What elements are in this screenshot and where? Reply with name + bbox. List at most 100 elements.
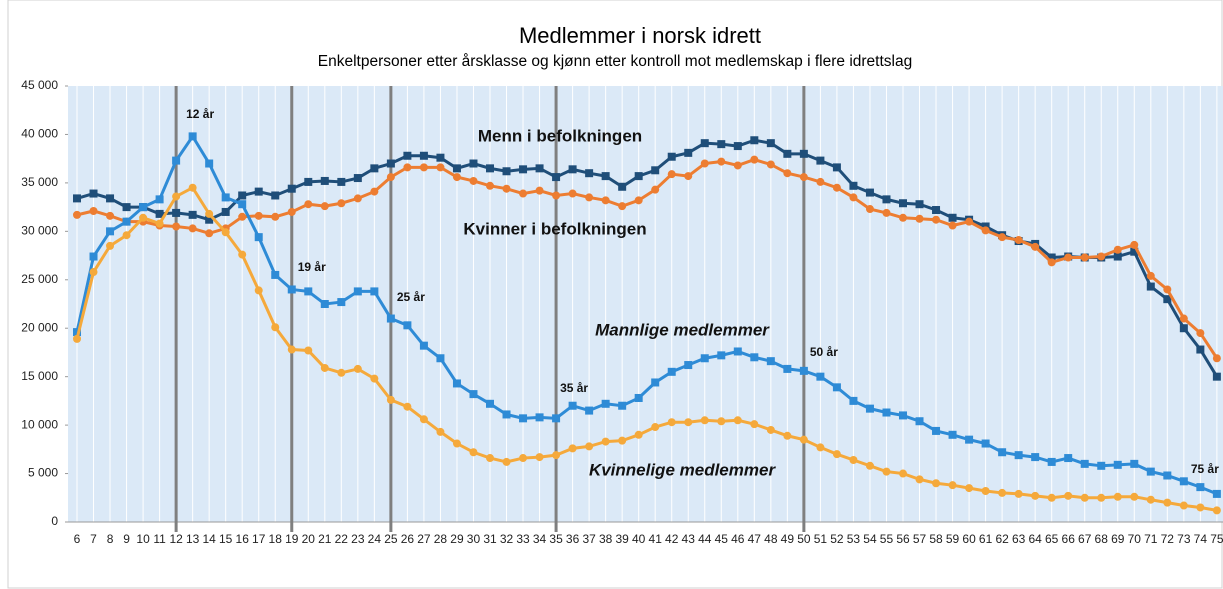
marker bbox=[205, 215, 214, 224]
marker bbox=[568, 444, 577, 453]
marker bbox=[849, 181, 858, 190]
marker bbox=[436, 427, 445, 436]
marker bbox=[271, 191, 280, 200]
marker bbox=[1146, 467, 1155, 476]
marker bbox=[585, 193, 594, 202]
marker bbox=[1031, 491, 1040, 500]
marker bbox=[766, 357, 775, 366]
marker bbox=[882, 467, 891, 476]
marker bbox=[155, 195, 164, 204]
marker bbox=[287, 207, 296, 216]
x-tick-label: 68 bbox=[1095, 532, 1109, 546]
x-tick-label: 42 bbox=[665, 532, 679, 546]
marker bbox=[1080, 459, 1089, 468]
marker bbox=[1196, 483, 1205, 492]
marker bbox=[865, 205, 874, 214]
marker bbox=[502, 410, 511, 419]
marker bbox=[634, 430, 643, 439]
marker bbox=[73, 210, 81, 219]
marker bbox=[89, 206, 98, 215]
marker bbox=[634, 196, 643, 205]
marker bbox=[452, 439, 461, 448]
marker bbox=[766, 425, 775, 434]
x-tick-label: 55 bbox=[880, 532, 894, 546]
marker bbox=[436, 163, 445, 172]
x-tick-label: 58 bbox=[929, 532, 943, 546]
marker bbox=[519, 189, 528, 198]
marker bbox=[205, 159, 214, 168]
y-tick-label: 35 000 bbox=[21, 175, 58, 189]
marker bbox=[386, 159, 395, 168]
x-tick-label: 36 bbox=[566, 532, 580, 546]
marker bbox=[1097, 252, 1106, 261]
x-tick-label: 13 bbox=[186, 532, 200, 546]
marker bbox=[106, 194, 115, 203]
x-tick-label: 53 bbox=[847, 532, 861, 546]
marker bbox=[1196, 329, 1205, 338]
marker bbox=[981, 226, 990, 235]
marker bbox=[700, 416, 709, 425]
marker bbox=[452, 164, 461, 173]
marker bbox=[667, 152, 676, 161]
marker bbox=[700, 159, 709, 168]
x-tick-label: 12 bbox=[169, 532, 183, 546]
marker bbox=[766, 160, 775, 169]
x-tick-label: 46 bbox=[731, 532, 745, 546]
marker bbox=[1163, 471, 1172, 480]
x-tick-label: 52 bbox=[830, 532, 844, 546]
marker bbox=[535, 413, 544, 422]
marker bbox=[139, 213, 148, 222]
x-tick-label: 23 bbox=[351, 532, 365, 546]
marker bbox=[1146, 271, 1155, 280]
marker bbox=[585, 406, 594, 415]
marker bbox=[139, 203, 148, 212]
marker bbox=[205, 229, 214, 238]
marker bbox=[932, 215, 941, 224]
marker bbox=[651, 166, 660, 175]
marker bbox=[634, 393, 643, 402]
marker bbox=[436, 153, 445, 162]
x-tick-label: 63 bbox=[1012, 532, 1026, 546]
marker bbox=[981, 486, 990, 495]
x-tick-label: 60 bbox=[962, 532, 976, 546]
marker bbox=[799, 173, 808, 182]
marker bbox=[1064, 491, 1073, 500]
marker bbox=[188, 183, 197, 192]
marker bbox=[370, 164, 379, 173]
marker bbox=[1047, 253, 1056, 262]
y-tick-label: 20 000 bbox=[21, 320, 58, 334]
marker bbox=[1014, 451, 1023, 460]
x-tick-label: 43 bbox=[682, 532, 696, 546]
marker bbox=[519, 165, 528, 174]
marker bbox=[552, 191, 561, 200]
annotation: 25 år bbox=[397, 290, 425, 304]
marker bbox=[1080, 253, 1089, 262]
marker bbox=[733, 416, 742, 425]
x-tick-label: 73 bbox=[1177, 532, 1191, 546]
x-tick-label: 74 bbox=[1194, 532, 1208, 546]
marker bbox=[1179, 501, 1188, 510]
y-tick-label: 30 000 bbox=[21, 224, 58, 238]
marker bbox=[1179, 477, 1188, 486]
marker bbox=[651, 423, 660, 432]
marker bbox=[320, 363, 329, 372]
series-label: Kvinner i befolkningen bbox=[463, 219, 646, 238]
marker bbox=[469, 448, 478, 457]
x-tick-label: 33 bbox=[516, 532, 530, 546]
marker bbox=[1080, 493, 1089, 502]
marker bbox=[700, 139, 709, 148]
marker bbox=[386, 314, 395, 323]
marker bbox=[1064, 454, 1073, 463]
marker bbox=[535, 186, 544, 195]
x-tick-label: 29 bbox=[450, 532, 464, 546]
marker bbox=[403, 151, 412, 160]
marker bbox=[403, 163, 412, 172]
marker bbox=[238, 212, 247, 221]
marker bbox=[1014, 236, 1023, 245]
marker bbox=[865, 188, 874, 197]
marker bbox=[733, 142, 742, 151]
marker bbox=[403, 402, 412, 411]
marker bbox=[386, 395, 395, 404]
marker bbox=[915, 417, 924, 426]
